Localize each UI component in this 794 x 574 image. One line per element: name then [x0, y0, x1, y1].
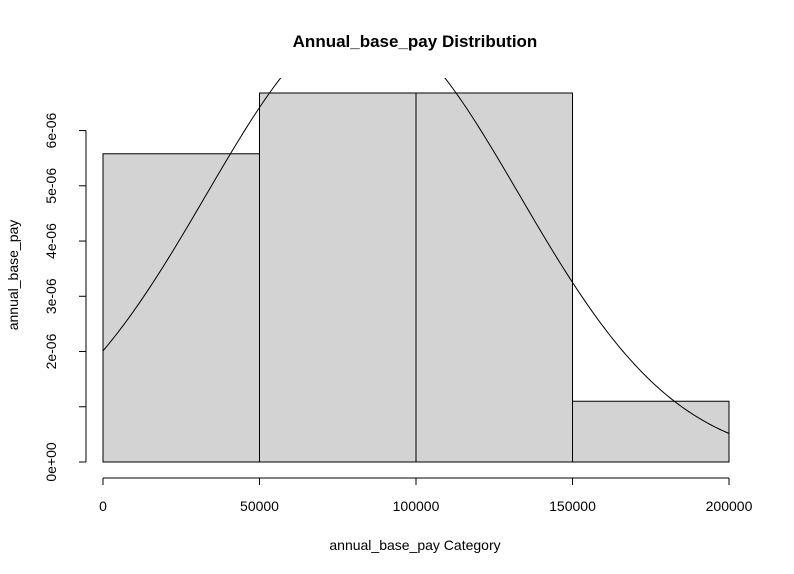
chart-title: Annual_base_pay Distribution — [293, 32, 538, 51]
y-tick-label-4: 4e-06 — [43, 223, 59, 259]
y-tick-label-6: 6e-06 — [43, 112, 59, 148]
x-axis: 0 50000 100000 150000 200000 — [99, 477, 753, 514]
density-curve — [103, 78, 729, 434]
y-tick-label-3: 3e-06 — [43, 278, 59, 314]
x-tick-label-3: 150000 — [549, 498, 596, 514]
x-tick-label-4: 200000 — [706, 498, 753, 514]
histogram-bar-2 — [259, 92, 417, 463]
histogram-bar-1 — [102, 153, 260, 463]
y-tick-label-0: 0e+00 — [43, 442, 59, 482]
x-axis-label: annual_base_pay Category — [329, 537, 500, 553]
histogram-bar-4 — [572, 400, 730, 463]
density-curve-layer — [103, 78, 729, 434]
y-tick-label-2: 2e-06 — [43, 333, 59, 369]
histogram-bars — [102, 92, 730, 463]
y-tick-label-5: 5e-06 — [43, 168, 59, 204]
x-tick-label-0: 0 — [99, 498, 107, 514]
x-tick-label-2: 100000 — [393, 498, 440, 514]
x-tick-label-1: 50000 — [240, 498, 279, 514]
y-axis-label: annual_base_pay — [5, 220, 21, 331]
histogram-bar-3 — [415, 92, 573, 463]
y-axis: 0e+00 2e-06 3e-06 4e-06 5e-06 6e-06 — [43, 112, 87, 482]
